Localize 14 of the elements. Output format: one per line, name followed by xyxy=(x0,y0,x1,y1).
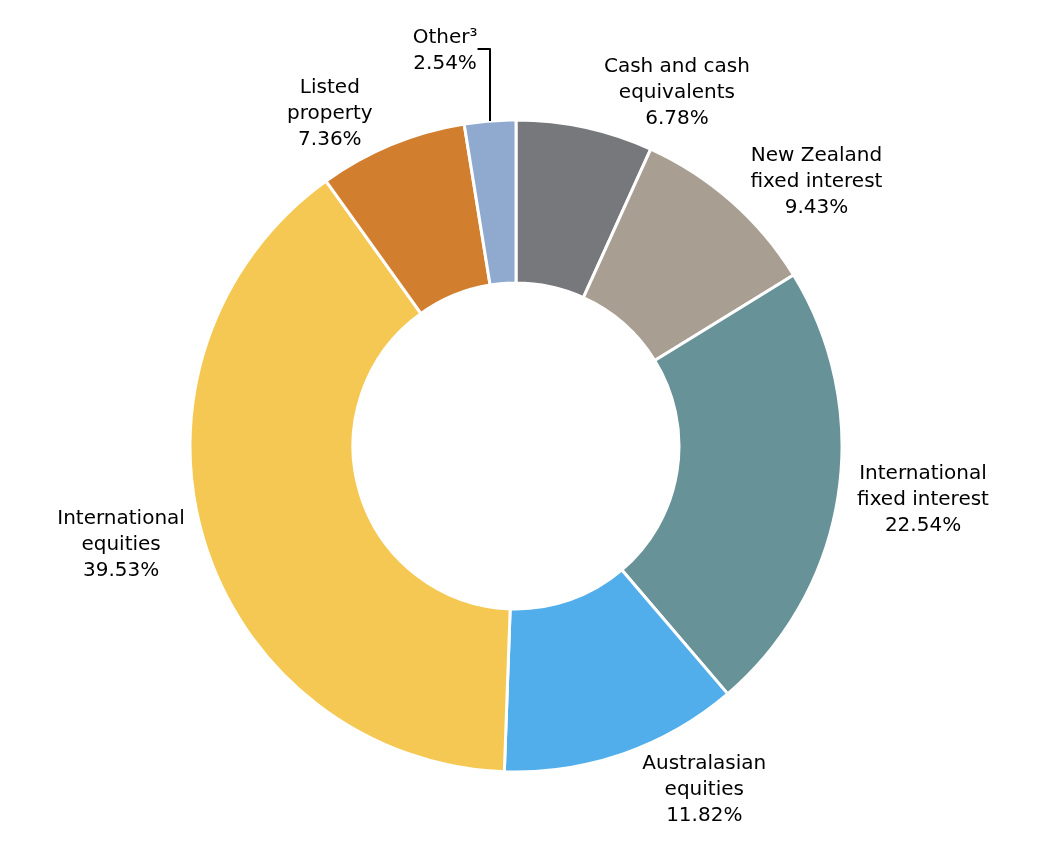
slice-label: Listed property xyxy=(287,74,373,125)
slice-label: International fixed interest xyxy=(857,459,990,510)
slice-label: Other³ xyxy=(412,24,478,49)
data-label: 7.36% xyxy=(298,126,362,151)
data-label: 6.78% xyxy=(645,105,709,130)
data-label: 9.43% xyxy=(784,194,849,218)
slice-label: Cash and cash equivalents xyxy=(603,53,750,104)
slice-label: Australasian equities xyxy=(642,749,767,800)
data-label: 2.54% xyxy=(413,50,477,75)
data-label: 11.82% xyxy=(666,801,743,826)
data-label: 22.54% xyxy=(884,511,962,536)
slice-label: International equities xyxy=(57,505,185,556)
slice-label: New Zealand fixed interest xyxy=(750,142,883,192)
data-label: 39.53% xyxy=(82,557,160,582)
